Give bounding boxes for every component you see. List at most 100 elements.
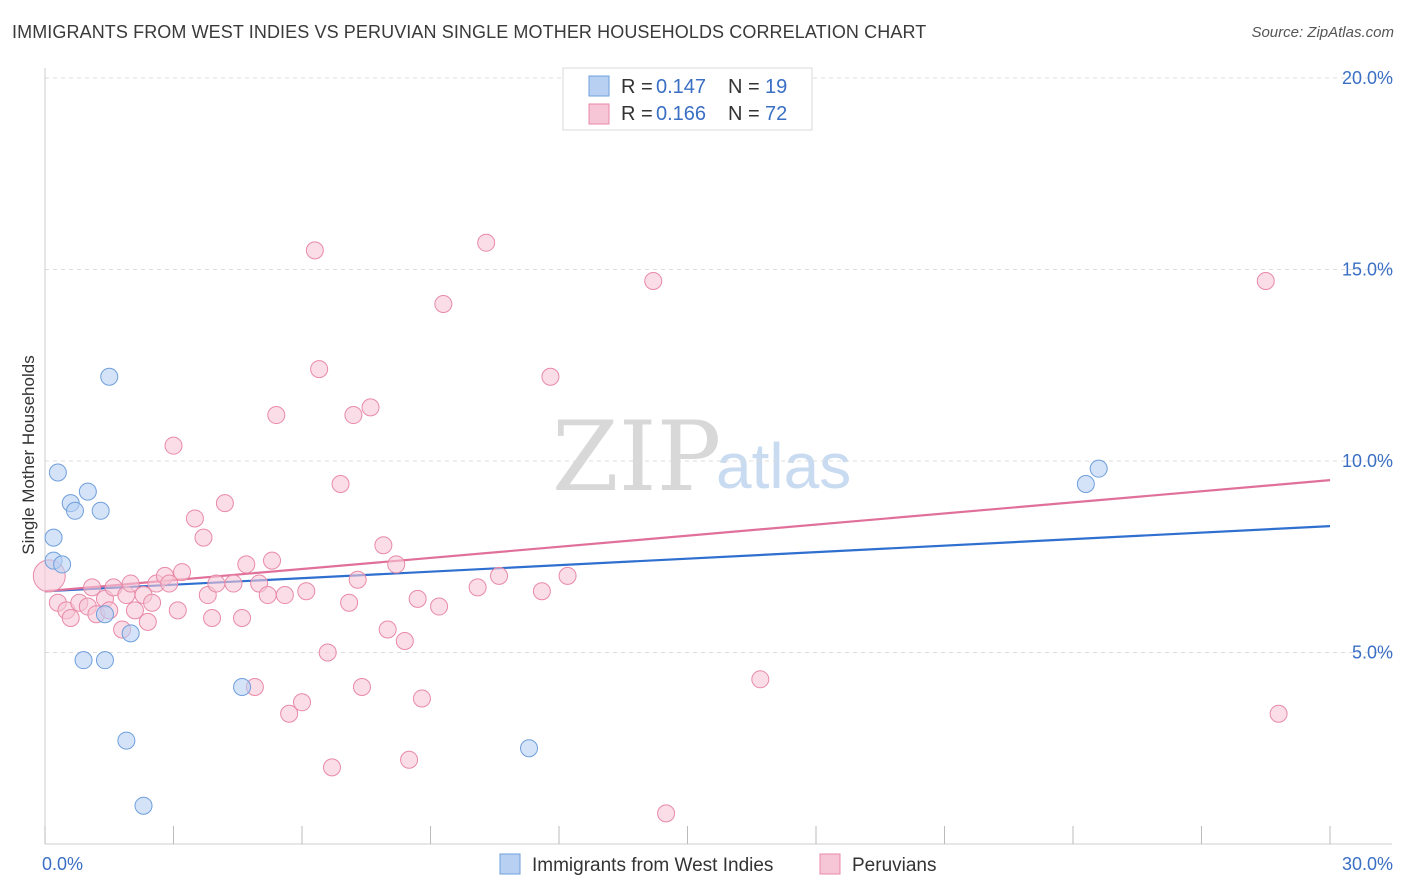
point-peruvians-62: [477, 233, 496, 252]
point-peruvians-43: [322, 758, 341, 777]
point-peruvians-26: [203, 609, 222, 628]
point-peruvians-20: [160, 574, 179, 593]
point-peruvians-6: [83, 578, 102, 597]
x-tick-label-1: 30.0%: [1342, 854, 1393, 874]
bottom-legend-swatch-pink: [819, 853, 841, 875]
point-peruvians-56: [412, 689, 431, 708]
legend-r-value-1: 0.147: [656, 76, 706, 98]
grid-lines: [45, 77, 1392, 653]
legend-swatch-blue: [588, 75, 610, 97]
bottom-legend-swatch-blue: [499, 853, 521, 875]
point-peruvians-67: [644, 271, 663, 290]
point-peruvians-36: [267, 406, 286, 425]
watermark-zip: ZIP: [552, 401, 721, 513]
point-peruvians-53: [395, 632, 414, 651]
point-peruvians-27: [207, 574, 226, 593]
point-peruvians-21: [168, 601, 187, 620]
point-peruvians-49: [361, 398, 380, 417]
point-peruvians-42: [318, 643, 337, 662]
point-west-indies-6: [78, 482, 97, 501]
point-peruvians-28: [215, 494, 234, 513]
legend-n-label-2: N =: [728, 103, 760, 125]
point-peruvians-41: [310, 360, 329, 379]
point-peruvians-68: [657, 804, 676, 823]
y-tick-labels: 5.0% 10.0% 15.0% 20.0%: [1342, 68, 1393, 663]
point-peruvians-48: [352, 677, 371, 696]
point-peruvians-44: [331, 474, 350, 493]
point-peruvians-55: [408, 589, 427, 608]
watermark-atlas: atlas: [716, 430, 851, 502]
data-points: [32, 233, 1288, 823]
legend-r-label-1: R =: [621, 76, 653, 98]
point-peruvians-14: [125, 601, 144, 620]
point-peruvians-31: [237, 555, 256, 574]
point-peruvians-23: [185, 509, 204, 528]
legend-n-value-1: 19: [765, 76, 787, 98]
point-peruvians-13: [121, 574, 140, 593]
point-peruvians-54: [400, 750, 419, 769]
point-west-indies-10: [74, 651, 93, 670]
point-west-indies-15: [233, 677, 252, 696]
point-west-indies-13: [117, 731, 136, 750]
trend-line-1: [44, 479, 1331, 593]
point-peruvians-69: [751, 670, 770, 689]
point-peruvians-34: [258, 586, 277, 605]
bottom-legend: Immigrants from West Indies Peruvians: [499, 853, 937, 876]
point-west-indies-12: [121, 624, 140, 643]
point-peruvians-52: [387, 555, 406, 574]
point-peruvians-57: [164, 436, 183, 455]
point-west-indies-8: [100, 367, 119, 386]
point-peruvians-51: [378, 620, 397, 639]
point-peruvians-61: [468, 578, 487, 597]
point-peruvians-66: [558, 566, 577, 585]
point-peruvians-63: [490, 566, 509, 585]
top-legend: R = 0.147 N = 19 R = 0.166 N = 72: [562, 67, 813, 131]
point-peruvians-3: [61, 609, 80, 628]
point-peruvians-16: [138, 612, 157, 631]
point-west-indies-9: [95, 605, 114, 624]
chart-title: IMMIGRANTS FROM WEST INDIES VS PERUVIAN …: [12, 22, 927, 42]
point-west-indies-7: [91, 501, 110, 520]
legend-n-value-2: 72: [765, 103, 787, 125]
point-peruvians-29: [224, 574, 243, 593]
point-peruvians-70: [1256, 271, 1275, 290]
point-west-indies-5: [65, 501, 84, 520]
y-tick-label-2: 15.0%: [1342, 260, 1393, 280]
legend-r-value-2: 0.166: [656, 103, 706, 125]
point-peruvians-71: [1269, 704, 1288, 723]
point-west-indies-3: [48, 463, 67, 482]
point-peruvians-22: [173, 563, 192, 582]
point-west-indies-11: [95, 651, 114, 670]
point-peruvians-39: [297, 582, 316, 601]
point-west-indies-17: [1076, 474, 1095, 493]
y-tick-label-3: 20.0%: [1342, 68, 1393, 88]
point-peruvians-46: [344, 406, 363, 425]
point-peruvians-35: [263, 551, 282, 570]
point-west-indies-18: [1089, 459, 1108, 478]
point-peruvians-24: [194, 528, 213, 547]
point-peruvians-47: [348, 570, 367, 589]
point-peruvians-65: [541, 367, 560, 386]
point-peruvians-30: [233, 609, 252, 628]
point-west-indies-2: [44, 528, 63, 547]
x-tick-labels: 0.0% 30.0%: [42, 854, 1393, 874]
axes: [44, 68, 1392, 845]
x-tick-label-0: 0.0%: [42, 854, 83, 874]
point-peruvians-50: [374, 536, 393, 555]
point-peruvians-58: [293, 693, 311, 712]
point-peruvians-17: [143, 593, 162, 612]
y-tick-label-0: 5.0%: [1352, 643, 1393, 663]
point-west-indies-14: [134, 796, 153, 815]
point-peruvians-64: [532, 582, 551, 601]
point-peruvians-60: [430, 597, 449, 616]
point-peruvians-59: [434, 294, 453, 313]
bottom-legend-label-2: Peruvians: [852, 855, 937, 876]
point-west-indies-16: [520, 739, 539, 758]
legend-swatch-pink: [588, 103, 610, 125]
point-west-indies-1: [53, 555, 72, 574]
legend-n-label-1: N =: [728, 76, 760, 98]
y-axis-title: Single Mother Households: [19, 355, 38, 554]
point-peruvians-45: [340, 593, 359, 612]
source-label: Source: ZipAtlas.com: [1251, 24, 1394, 41]
